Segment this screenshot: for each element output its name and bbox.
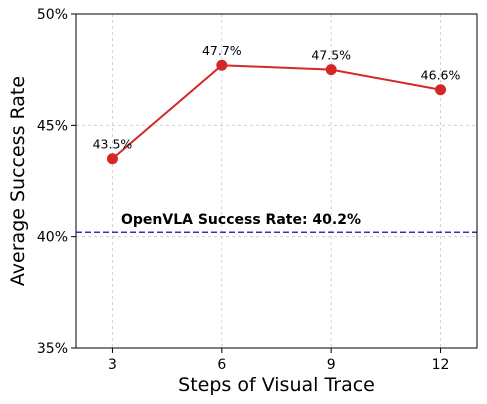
data-label: 47.7% xyxy=(202,43,242,58)
data-point xyxy=(216,59,228,71)
y-tick-label: 40% xyxy=(37,230,68,246)
plot-frame xyxy=(75,13,478,349)
x-tick-label: 3 xyxy=(108,357,117,373)
x-axis-ticks: 3 6 9 12 xyxy=(108,348,449,373)
data-label: 43.5% xyxy=(93,137,133,152)
x-tick-label: 12 xyxy=(432,357,450,373)
x-tick-label: 6 xyxy=(217,357,226,373)
data-point xyxy=(325,64,337,76)
reference-line-group: OpenVLA Success Rate: 40.2% xyxy=(76,212,477,233)
series-line xyxy=(111,64,441,160)
y-axis-ticks: 35% 40% 45% 50% xyxy=(37,7,76,357)
y-tick-label: 35% xyxy=(37,341,68,357)
reference-line-label: OpenVLA Success Rate: 40.2% xyxy=(121,212,361,228)
x-axis-label: Steps of Visual Trace xyxy=(178,374,375,396)
y-axis-label: Average Success Rate xyxy=(7,76,29,286)
y-tick-label: 50% xyxy=(37,7,68,23)
x-tick-label: 9 xyxy=(327,357,336,373)
data-label: 46.6% xyxy=(421,68,461,83)
series-group: 43.5% 47.7% 47.5% 46.6% xyxy=(93,43,461,165)
data-point xyxy=(435,84,447,96)
grid-lines xyxy=(76,13,477,349)
data-label: 47.5% xyxy=(311,48,351,63)
data-point xyxy=(106,153,118,165)
y-tick-label: 45% xyxy=(37,118,68,134)
